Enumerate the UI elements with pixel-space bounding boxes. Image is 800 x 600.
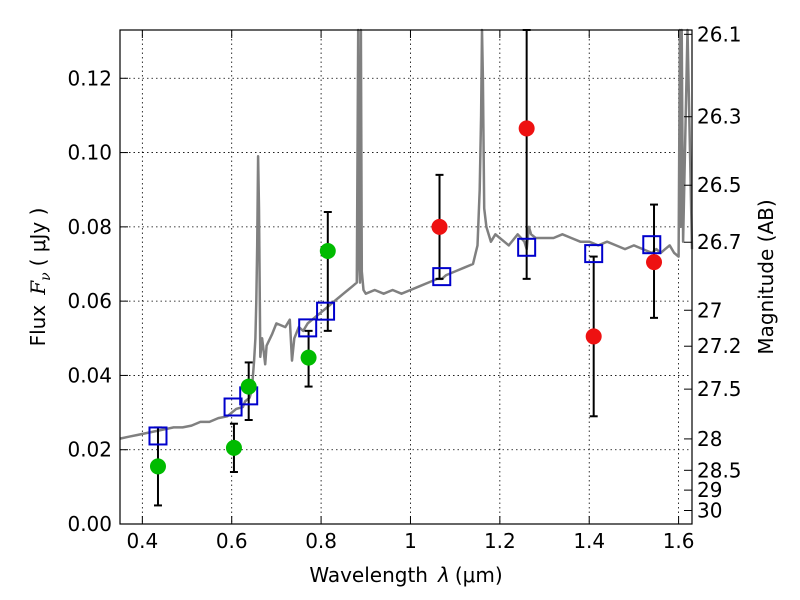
model-point-square [223, 397, 243, 417]
optical-data-point [240, 378, 257, 395]
y-tick-label: 0.10 [67, 141, 112, 165]
model-point-square [432, 267, 452, 287]
model-point-square [148, 426, 168, 446]
y-tick-label: 0.08 [67, 215, 112, 239]
optical-data-point [149, 458, 166, 475]
x-axis-title: Wavelength λ (μm) [309, 563, 502, 587]
magnitude-tick-label: 27 [697, 298, 722, 322]
x-tick-label: 0.6 [216, 529, 248, 553]
model-spectrum-layer [119, 28, 694, 440]
infrared-data-point [518, 120, 535, 137]
infrared-data-point [431, 218, 448, 235]
x-tick-label: 1.2 [484, 529, 516, 553]
magnitude-tick-label: 26.5 [697, 173, 742, 197]
x-tick-label: 0.4 [126, 529, 158, 553]
infrared-data-point [585, 328, 602, 345]
x-tick-label: 0.8 [305, 529, 337, 553]
observation-points-layer [149, 120, 663, 475]
y-tick-label: 0.06 [67, 289, 112, 313]
infrared-data-point [646, 254, 663, 271]
model-point-square [517, 237, 537, 257]
model-point-square [642, 235, 662, 255]
magnitude-tick-label: 30 [697, 499, 722, 523]
x-axis-ticks: 0.4 0.6 0.8 1 1.2 1.4 1.6 [126, 30, 695, 553]
magnitude-tick-label: 29 [697, 478, 722, 502]
magnitude-tick-label: 26.3 [697, 105, 742, 129]
y-tick-label: 0.04 [67, 363, 112, 387]
optical-data-point [225, 439, 242, 456]
y-tick-label: 0.02 [67, 438, 112, 462]
y-tick-label: 0.12 [67, 66, 112, 90]
model-point-square [316, 301, 336, 321]
y-axis-ticks: 0.00 0.02 0.04 0.06 0.08 0.10 0.12 [67, 66, 128, 536]
magnitude-tick-label: 28.5 [697, 458, 742, 482]
plot-area [120, 30, 692, 524]
magnitude-tick-label: 26.7 [697, 230, 742, 254]
model-spectrum-line [119, 28, 694, 440]
y-tick-label: 0.00 [67, 512, 112, 536]
optical-data-point [300, 349, 317, 366]
optical-data-point [319, 243, 336, 259]
magnitude-tick-label: 26.1 [697, 22, 742, 46]
model-point-square [298, 318, 318, 338]
x-tick-label: 1.6 [663, 529, 695, 553]
x-tick-label: 1.4 [573, 529, 605, 553]
magnitude-tick-label: 27.5 [697, 377, 742, 401]
magnitude-tick-label: 27.2 [697, 334, 742, 358]
plot-frame [119, 29, 693, 525]
magnitude-axis-title: Magnitude (AB) [754, 199, 778, 354]
y-axis-title: FluxFν( μJy ) [26, 208, 54, 347]
model-points-layer [148, 235, 662, 446]
model-point-square [584, 244, 604, 264]
magnitude-tick-label: 28 [697, 427, 722, 451]
x-tick-label: 1 [404, 529, 417, 553]
